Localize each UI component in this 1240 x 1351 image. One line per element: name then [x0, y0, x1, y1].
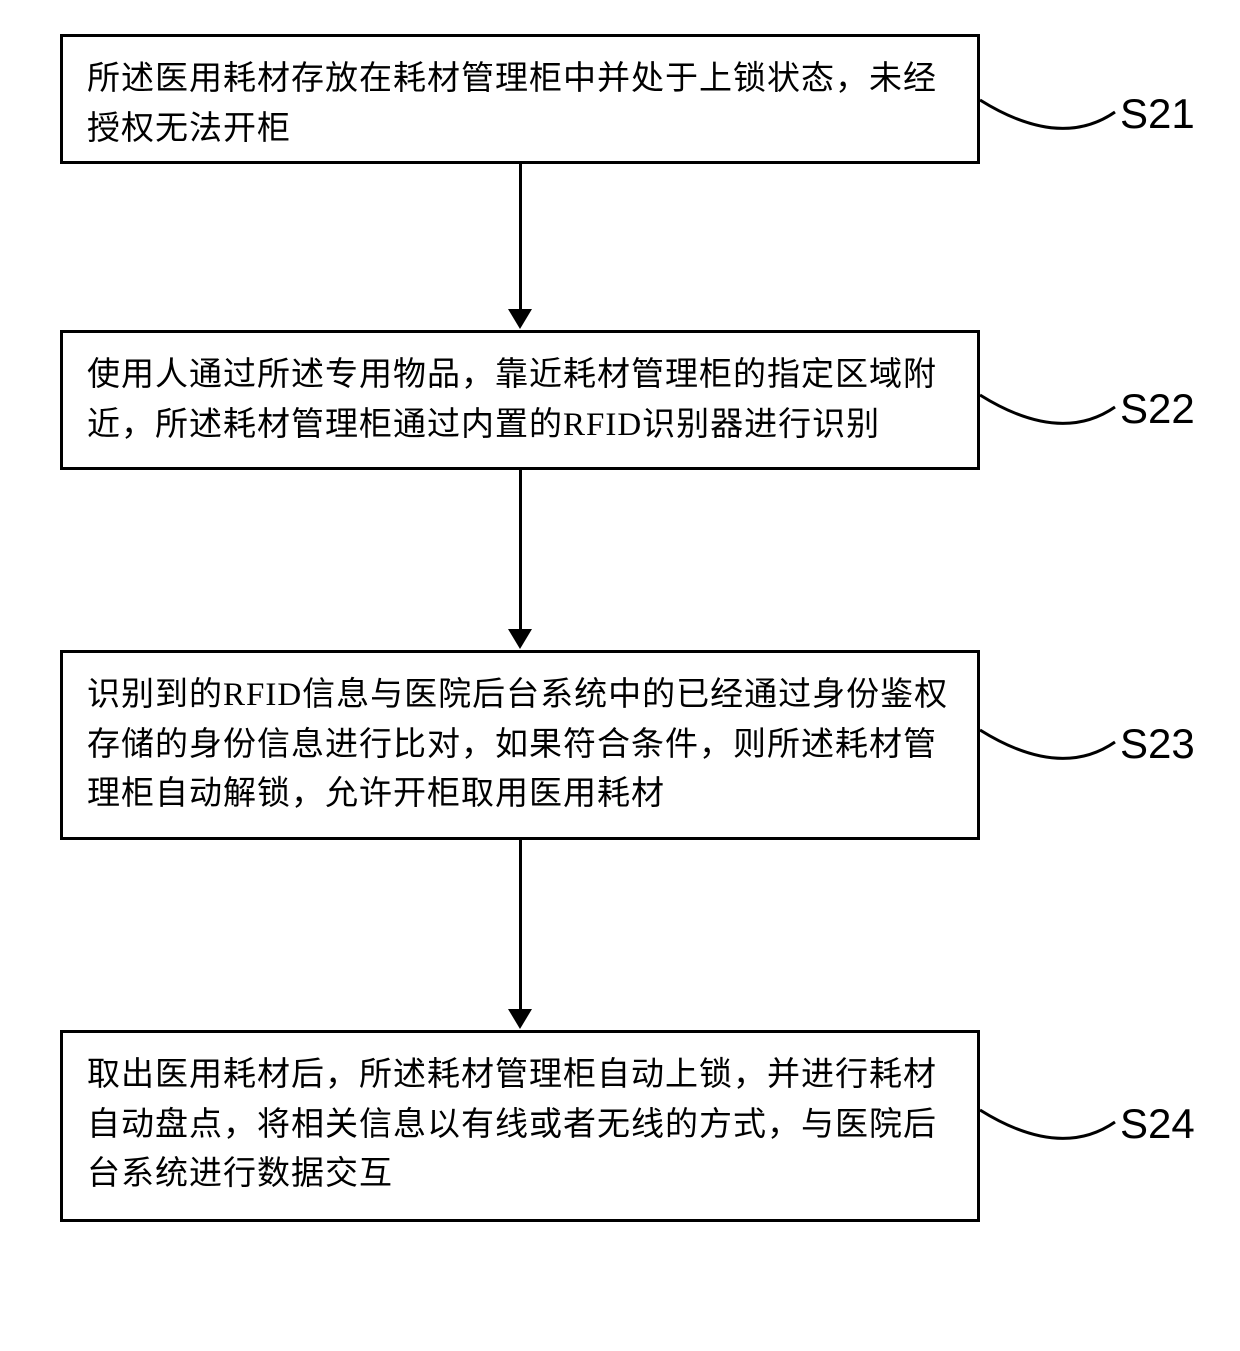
- label-s24: S24: [1120, 1100, 1195, 1148]
- flowchart-container: 所述医用耗材存放在耗材管理柜中并处于上锁状态，未经授权无法开柜 S21 使用人通…: [0, 0, 1240, 1351]
- connector-s24: [0, 0, 1240, 1255]
